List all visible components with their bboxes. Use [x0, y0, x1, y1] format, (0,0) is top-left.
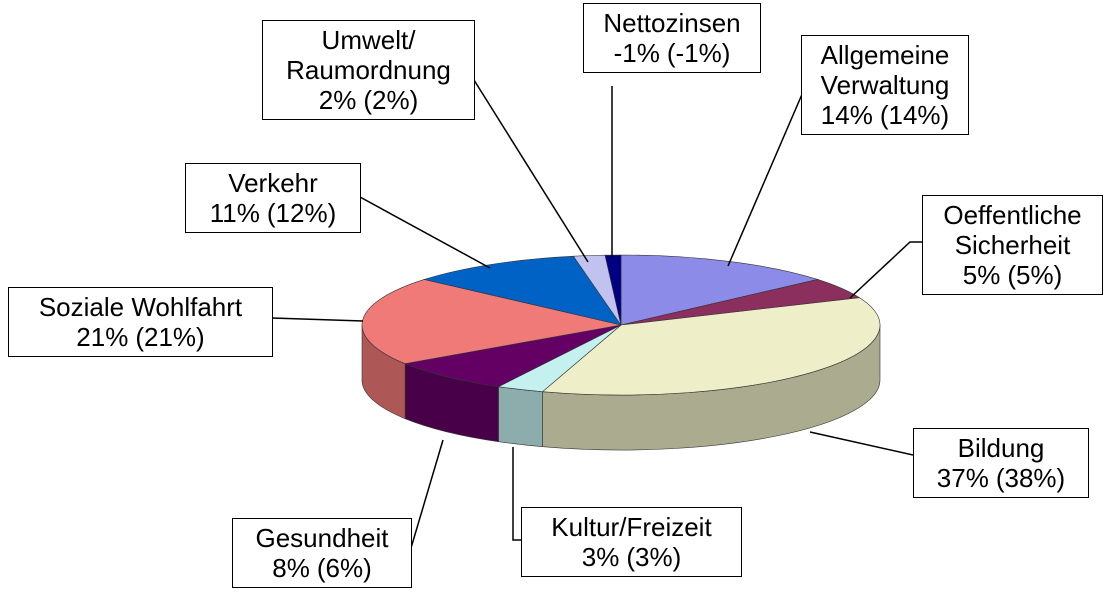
leader-line	[512, 447, 521, 541]
value-label: 14%	[820, 100, 873, 130]
category-name: Kultur/Freizeit	[551, 512, 712, 542]
category-name: Umwelt/ Raumordnung	[286, 25, 451, 85]
leader-line	[727, 91, 804, 267]
value-label: 2%	[318, 85, 357, 115]
prior-value-label: (2%)	[363, 85, 419, 115]
prior-value-label: (12%)	[266, 198, 337, 228]
value-label: 11%	[209, 198, 260, 228]
percent-line: -1% (-1%)	[590, 38, 754, 68]
percent-line: 3% (3%)	[528, 542, 735, 572]
prior-value-label: (5%)	[1007, 260, 1063, 290]
data-label: Kultur/Freizeit 3% (3%)	[521, 507, 742, 577]
prior-value-label: (21%)	[135, 322, 205, 352]
value-label: 3%	[581, 542, 620, 572]
leader-line	[809, 431, 914, 456]
leader-line	[473, 79, 589, 263]
percent-line: 14% (14%)	[808, 100, 962, 130]
category-name: Gesundheit	[255, 523, 389, 553]
category-name: Verkehr	[228, 168, 318, 198]
slice-side	[498, 386, 543, 448]
percent-line: 21% (21%)	[15, 322, 266, 352]
data-label: Umwelt/ Raumordnung 2% (2%)	[262, 20, 475, 120]
data-label: Soziale Wohlfahrt 21% (21%)	[8, 287, 273, 357]
slice	[604, 254, 622, 326]
data-label: Verkehr 11% (12%)	[185, 163, 361, 233]
prior-value-label: (6%)	[316, 553, 372, 583]
leader-line	[849, 241, 922, 299]
slice	[404, 324, 622, 387]
category-name: Bildung	[957, 433, 1045, 463]
prior-value-label: (3%)	[626, 542, 682, 572]
data-label: Nettozinsen -1% (-1%)	[583, 3, 761, 73]
value-label: -1%	[613, 38, 660, 68]
percent-line: 37% (38%)	[920, 463, 1082, 493]
value-label: 37%	[936, 463, 989, 493]
percent-line: 2% (2%)	[269, 85, 468, 115]
percent-line: 11% (12%)	[192, 198, 354, 228]
prior-value-label: (-1%)	[666, 38, 731, 68]
category-name: Nettozinsen	[603, 8, 741, 38]
percent-line: 5% (5%)	[929, 260, 1096, 290]
category-name: Soziale Wohlfahrt	[38, 292, 243, 322]
data-label: Allgemeine Verwaltung 14% (14%)	[801, 35, 969, 135]
leader-line	[271, 317, 364, 322]
data-label: Gesundheit 8% (6%)	[232, 518, 412, 588]
data-label: Bildung 37% (38%)	[913, 428, 1089, 498]
leader-line	[410, 439, 444, 549]
leader-line	[359, 196, 491, 269]
prior-value-label: (14%)	[879, 100, 950, 130]
slice	[541, 297, 881, 396]
value-label: 8%	[272, 553, 310, 583]
slice	[423, 255, 622, 326]
value-label: 5%	[962, 260, 1001, 290]
prior-value-label: (38%)	[995, 463, 1066, 493]
category-name: Oeffentliche Sicherheit	[943, 200, 1082, 260]
data-label: Oeffentliche Sicherheit 5% (5%)	[922, 195, 1103, 295]
category-name: Allgemeine Verwaltung	[820, 40, 950, 100]
percent-line: 8% (6%)	[239, 553, 405, 583]
value-label: 21%	[76, 322, 129, 352]
